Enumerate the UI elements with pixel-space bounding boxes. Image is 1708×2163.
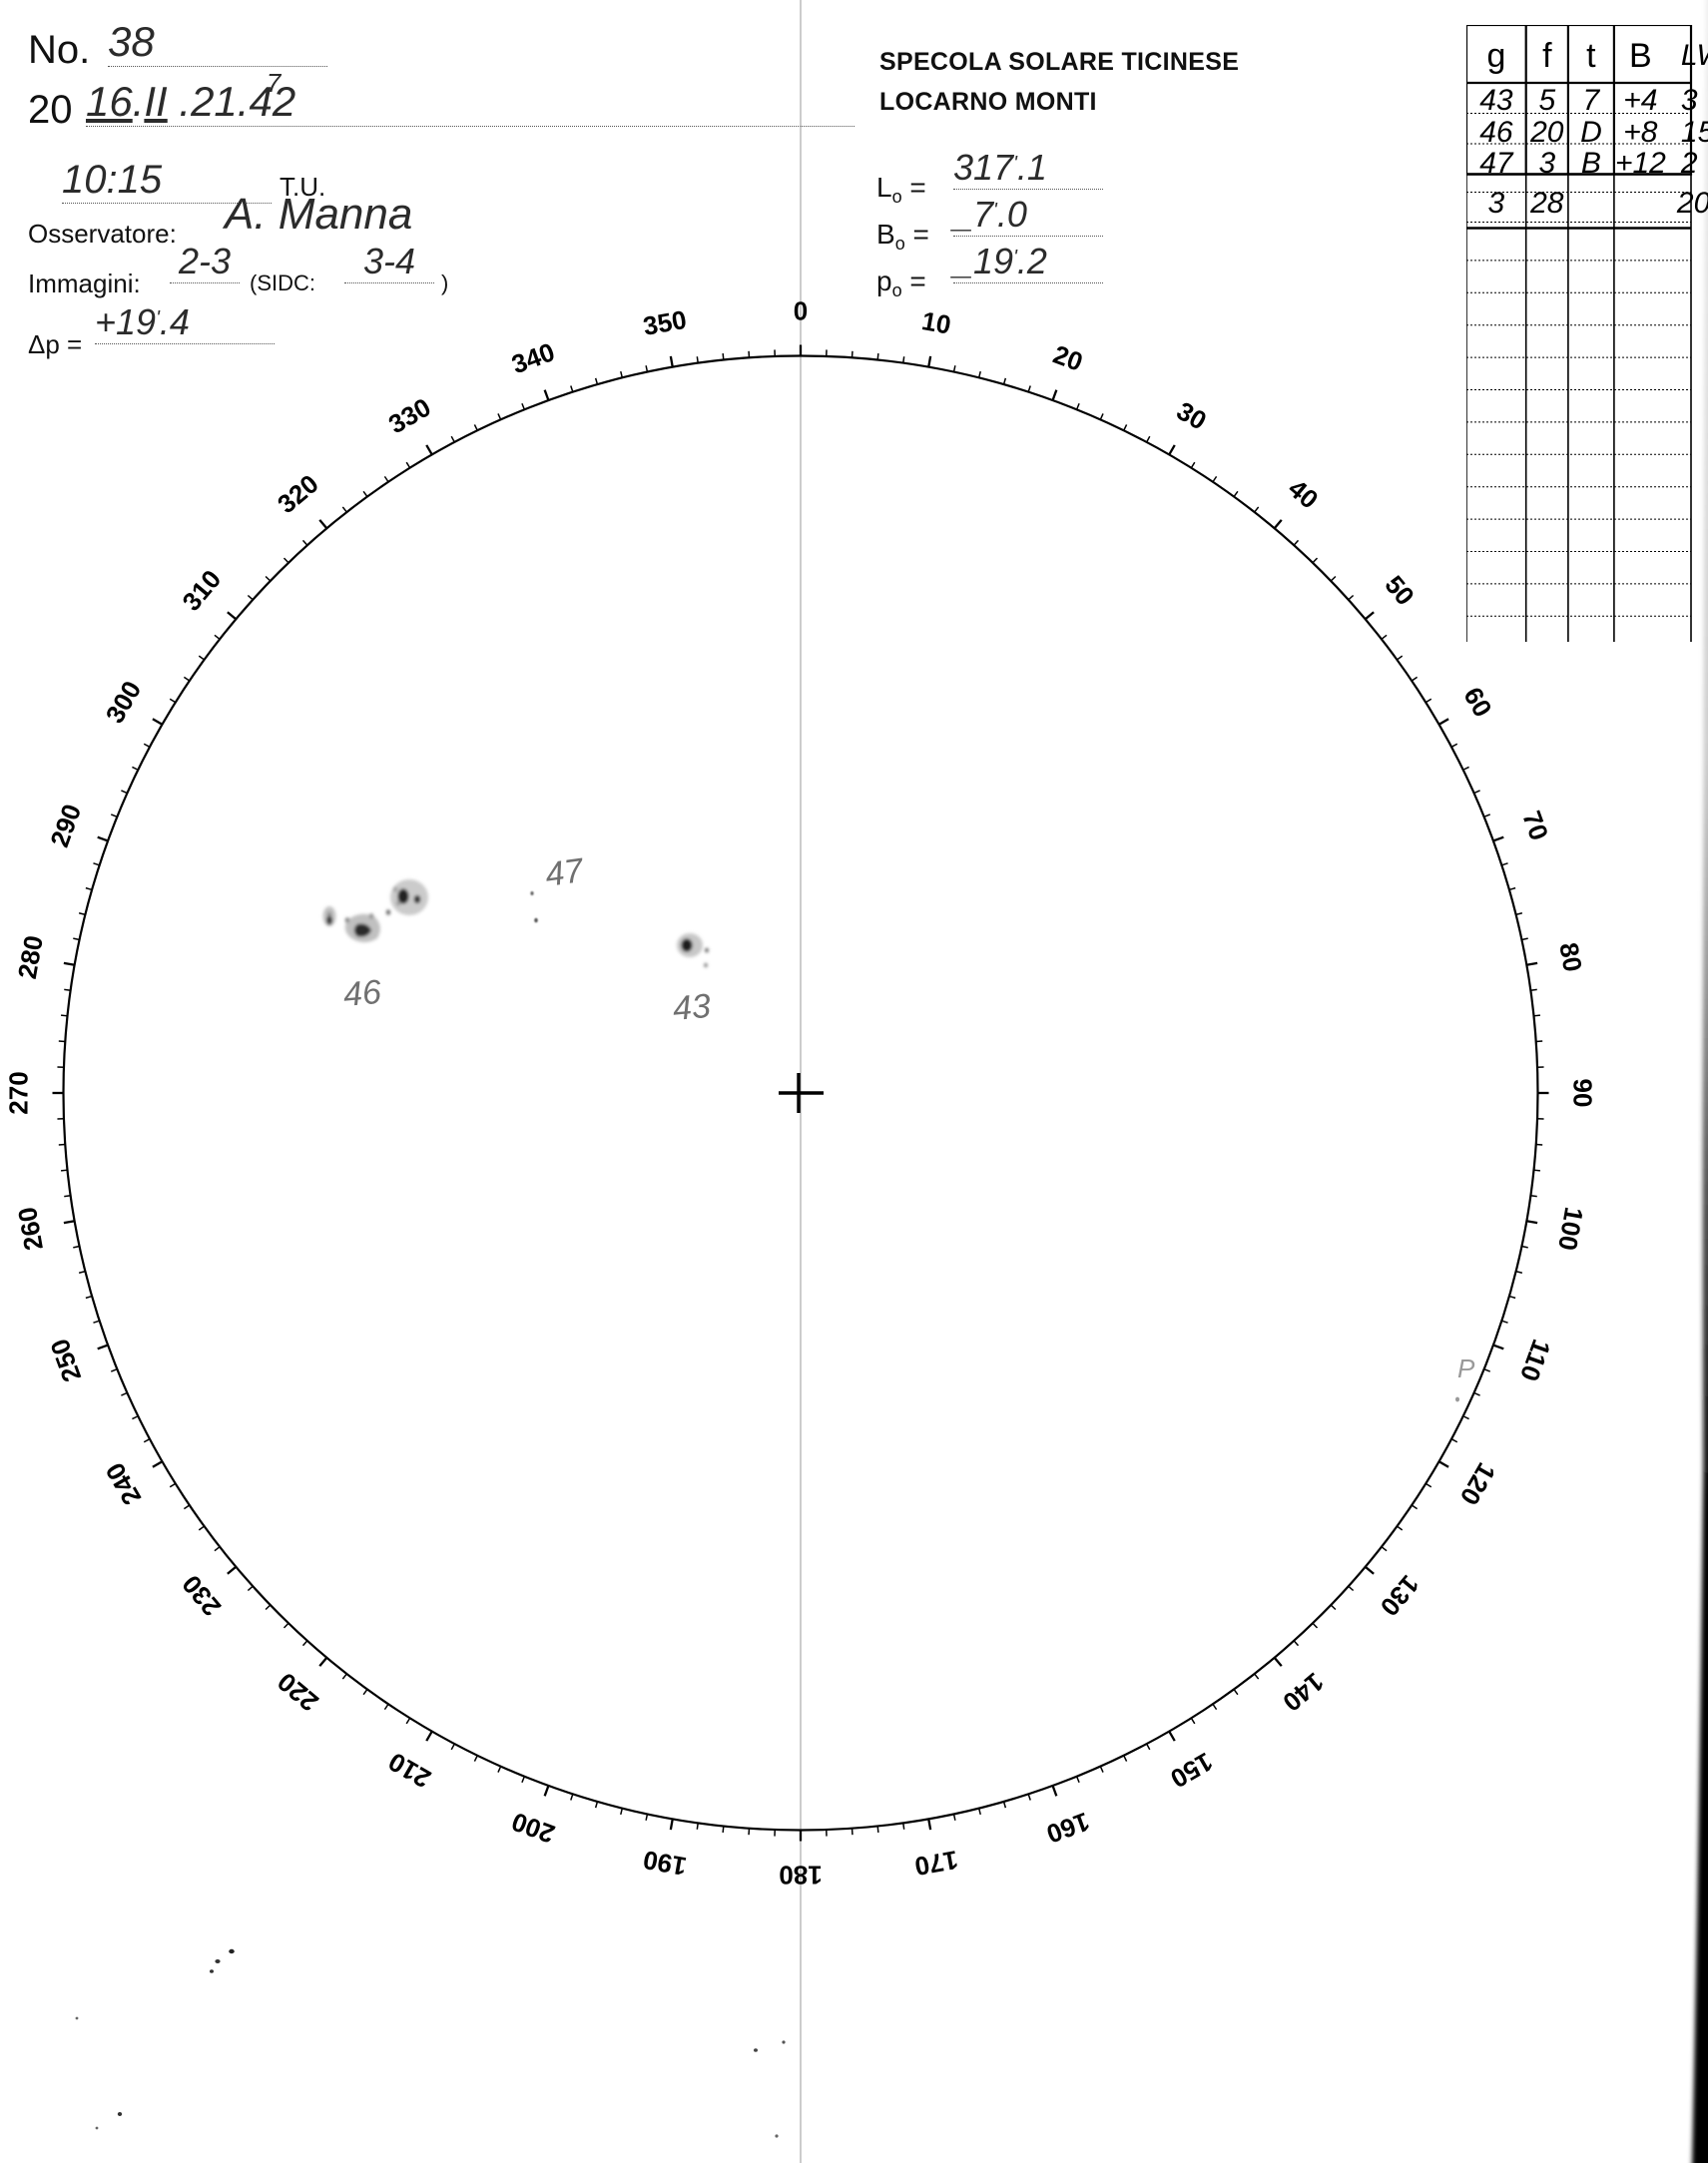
svg-text:290: 290 <box>44 801 87 851</box>
svg-text:f: f <box>1542 37 1552 75</box>
svg-text:3: 3 <box>1488 187 1505 220</box>
svg-text:330: 330 <box>383 392 436 440</box>
svg-text:3: 3 <box>1538 147 1555 180</box>
svg-text:110: 110 <box>1514 1336 1557 1385</box>
svg-text:250: 250 <box>44 1335 87 1385</box>
svg-text:280: 280 <box>12 933 49 981</box>
svg-text:47: 47 <box>543 851 587 894</box>
svg-text:220: 220 <box>272 1667 324 1718</box>
svg-text:15: 15 <box>1681 116 1708 149</box>
svg-text:170: 170 <box>912 1845 960 1882</box>
svg-text:20: 20 <box>1676 187 1708 220</box>
svg-text:120: 120 <box>1454 1457 1502 1510</box>
svg-text:20: 20 <box>1049 339 1086 377</box>
svg-text:2: 2 <box>1680 147 1698 180</box>
svg-text:5: 5 <box>1538 84 1555 117</box>
svg-text:270: 270 <box>4 1071 34 1114</box>
svg-text:g: g <box>1486 37 1505 75</box>
svg-text:50: 50 <box>1379 570 1421 611</box>
svg-text:350: 350 <box>641 304 689 341</box>
svg-text:140: 140 <box>1277 1667 1330 1718</box>
svg-text:100: 100 <box>1552 1205 1589 1253</box>
svg-text:340: 340 <box>508 336 559 379</box>
svg-text:28: 28 <box>1529 187 1564 220</box>
svg-text:LW: LW <box>1681 39 1708 72</box>
svg-text:190: 190 <box>641 1845 689 1882</box>
svg-text:200: 200 <box>508 1807 559 1850</box>
svg-text:43: 43 <box>1479 84 1513 117</box>
svg-text:70: 70 <box>1516 807 1554 843</box>
svg-text:t: t <box>1586 37 1596 75</box>
svg-text:300: 300 <box>100 676 148 729</box>
svg-text:46: 46 <box>341 973 382 1014</box>
svg-text:160: 160 <box>1042 1807 1093 1850</box>
svg-text:46: 46 <box>1479 116 1513 149</box>
svg-text:+8: +8 <box>1623 116 1658 149</box>
svg-text:320: 320 <box>272 468 324 519</box>
svg-text:210: 210 <box>383 1747 436 1795</box>
svg-text:180: 180 <box>779 1861 822 1891</box>
svg-text:80: 80 <box>1553 940 1588 974</box>
svg-text:240: 240 <box>100 1457 148 1510</box>
svg-text:43: 43 <box>671 987 712 1028</box>
svg-text:230: 230 <box>176 1569 227 1622</box>
svg-text:130: 130 <box>1375 1569 1425 1622</box>
svg-text:60: 60 <box>1457 682 1497 722</box>
svg-text:20: 20 <box>1529 116 1564 149</box>
svg-text:310: 310 <box>176 564 227 617</box>
svg-text:D: D <box>1580 116 1602 149</box>
svg-text:47: 47 <box>1479 147 1514 180</box>
svg-text:90: 90 <box>1568 1079 1598 1108</box>
svg-text:B: B <box>1629 37 1652 75</box>
svg-text:P: P <box>1457 1353 1475 1383</box>
svg-text:+12: +12 <box>1615 147 1666 180</box>
svg-text:10: 10 <box>919 305 953 340</box>
svg-text:30: 30 <box>1172 395 1212 435</box>
svg-text:260: 260 <box>12 1205 49 1253</box>
svg-text:3: 3 <box>1681 84 1698 117</box>
svg-text:7: 7 <box>1583 84 1601 117</box>
svg-text:150: 150 <box>1165 1747 1218 1795</box>
svg-text:B: B <box>1581 147 1601 180</box>
svg-text:40: 40 <box>1283 473 1324 515</box>
svg-text:0: 0 <box>794 296 808 326</box>
svg-text:+4: +4 <box>1623 84 1657 117</box>
